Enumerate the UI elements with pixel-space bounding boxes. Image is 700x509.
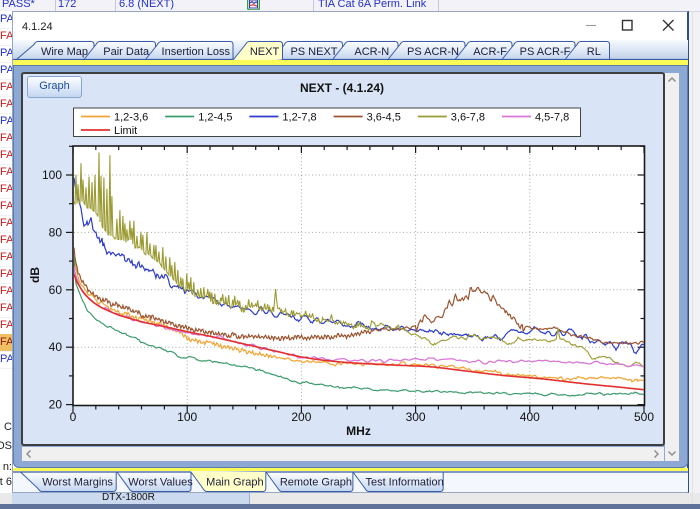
svg-text:Worst Values: Worst Values	[128, 477, 193, 489]
svg-text:Main Graph: Main Graph	[206, 477, 263, 489]
svg-text:PS ACR-F: PS ACR-F	[520, 46, 571, 58]
svg-text:Wire Map: Wire Map	[41, 46, 88, 58]
svg-text:Worst Margins: Worst Margins	[42, 477, 113, 489]
svg-text:RL: RL	[587, 46, 601, 58]
svg-text:Test Information: Test Information	[365, 477, 443, 489]
svg-text:Pair Data: Pair Data	[103, 46, 150, 58]
svg-text:PS NEXT: PS NEXT	[290, 46, 337, 58]
svg-text:Remote Graph: Remote Graph	[280, 477, 352, 489]
svg-text:ACR-N: ACR-N	[354, 46, 389, 58]
svg-text:NEXT: NEXT	[250, 46, 280, 58]
svg-text:ACR-F: ACR-F	[473, 46, 507, 58]
svg-text:Insertion Loss: Insertion Loss	[162, 46, 231, 58]
svg-text:PS ACR-N: PS ACR-N	[407, 46, 459, 58]
